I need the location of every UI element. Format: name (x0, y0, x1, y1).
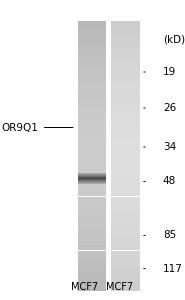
Text: (kD): (kD) (163, 34, 185, 44)
Text: 34: 34 (163, 142, 176, 152)
Text: 85: 85 (163, 230, 176, 241)
Text: MCF7: MCF7 (71, 283, 98, 292)
Text: 26: 26 (163, 103, 176, 113)
Text: 19: 19 (163, 67, 176, 77)
Text: 48: 48 (163, 176, 176, 187)
Text: 117: 117 (163, 263, 183, 274)
Text: MCF7: MCF7 (106, 283, 133, 292)
Text: OR9Q1: OR9Q1 (2, 122, 39, 133)
